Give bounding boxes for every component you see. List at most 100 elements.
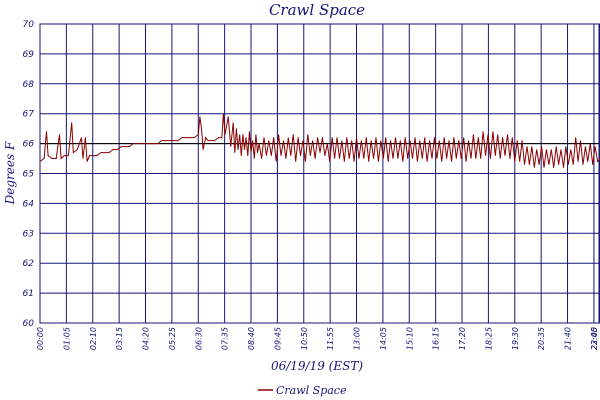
data-point (280, 155, 282, 157)
data-point (375, 137, 377, 139)
data-point (455, 158, 457, 159)
data-point (572, 164, 574, 165)
data-point (409, 140, 411, 142)
data-point (546, 149, 547, 151)
data-point (404, 137, 406, 139)
data-point (585, 146, 586, 148)
data-point (300, 155, 301, 157)
x-tick-label: 08:40 (247, 327, 256, 350)
x-axis-title: 06/19/19 (EST) (271, 359, 363, 373)
data-point (214, 140, 215, 142)
data-point (504, 155, 506, 157)
data-point (207, 140, 209, 142)
x-tick-label: 22:45 (590, 327, 599, 350)
data-point (494, 155, 496, 157)
y-tick-label: 65 (23, 170, 35, 180)
data-point (63, 155, 65, 157)
data-point (173, 140, 175, 142)
data-point (516, 140, 518, 142)
data-point (341, 140, 343, 142)
plot-frame (39, 23, 600, 324)
data-point (72, 152, 74, 154)
data-point (387, 161, 389, 162)
data-point (141, 143, 142, 145)
x-axis-ticks: 00:00 01:05 02:10 03:15 04:20 05:25 06:30 07:35… (36, 327, 599, 350)
data-point (392, 158, 394, 159)
legend: Crawl Space (258, 384, 347, 397)
data-point (511, 137, 513, 139)
data-point (524, 164, 525, 165)
data-point (348, 158, 350, 159)
data-point (589, 143, 591, 145)
data-point (419, 140, 421, 142)
data-point (297, 137, 299, 139)
chart-title: Crawl Space (269, 1, 365, 19)
data-point (424, 137, 426, 139)
data-point (382, 158, 384, 159)
data-point (390, 140, 391, 142)
data-point (502, 137, 503, 139)
data-point (258, 143, 260, 145)
data-point (250, 152, 252, 154)
data-point (68, 155, 69, 157)
data-point (575, 137, 577, 139)
data-point (268, 140, 270, 142)
data-point (536, 149, 538, 151)
data-point (453, 137, 455, 139)
x-tick-label: 05:25 (168, 327, 177, 350)
x-tick-label: 00:00 (36, 327, 45, 350)
data-point (402, 161, 404, 162)
data-point (443, 137, 445, 139)
data-point (397, 158, 399, 159)
data-point (465, 161, 467, 162)
data-point (426, 161, 428, 162)
data-point (463, 137, 465, 139)
series-line (39, 113, 600, 168)
data-point (202, 149, 204, 151)
y-tick-label: 70 (23, 20, 35, 30)
data-point (509, 158, 511, 159)
data-point (153, 143, 155, 145)
data-point (560, 149, 562, 151)
data-point (519, 161, 521, 162)
data-point (541, 146, 542, 148)
data-point (89, 155, 90, 157)
data-point (421, 158, 423, 159)
data-point (356, 137, 357, 139)
y-axis-ticks: 60 61 62 63 64 65 66 67 68 69 70 (23, 20, 35, 329)
data-point (157, 143, 159, 145)
data-point (531, 146, 533, 148)
data-point (59, 134, 60, 136)
data-point (76, 149, 78, 151)
data-point (120, 146, 122, 148)
data-point (255, 134, 257, 136)
x-tick-label: 09:45 (273, 327, 282, 350)
data-point (563, 167, 564, 168)
data-point (249, 131, 250, 133)
data-point (197, 134, 199, 136)
data-point (46, 131, 47, 133)
data-point (240, 155, 242, 157)
y-tick-label: 68 (23, 80, 35, 90)
data-point (181, 137, 183, 139)
data-point (221, 137, 223, 139)
data-point (292, 134, 294, 136)
data-point (431, 158, 433, 159)
data-point (319, 152, 321, 154)
data-point (570, 149, 572, 151)
data-point (365, 137, 367, 139)
data-point (434, 137, 435, 139)
data-point (132, 143, 134, 145)
data-point (446, 158, 447, 159)
data-point (189, 137, 191, 139)
data-point (60, 158, 62, 159)
data-point (492, 131, 494, 133)
data-point (373, 158, 374, 159)
data-point (380, 140, 382, 142)
data-point (482, 131, 484, 133)
data-point (499, 158, 501, 159)
data-point (441, 161, 443, 162)
data-point (112, 149, 114, 151)
y-tick-label: 67 (23, 110, 35, 120)
